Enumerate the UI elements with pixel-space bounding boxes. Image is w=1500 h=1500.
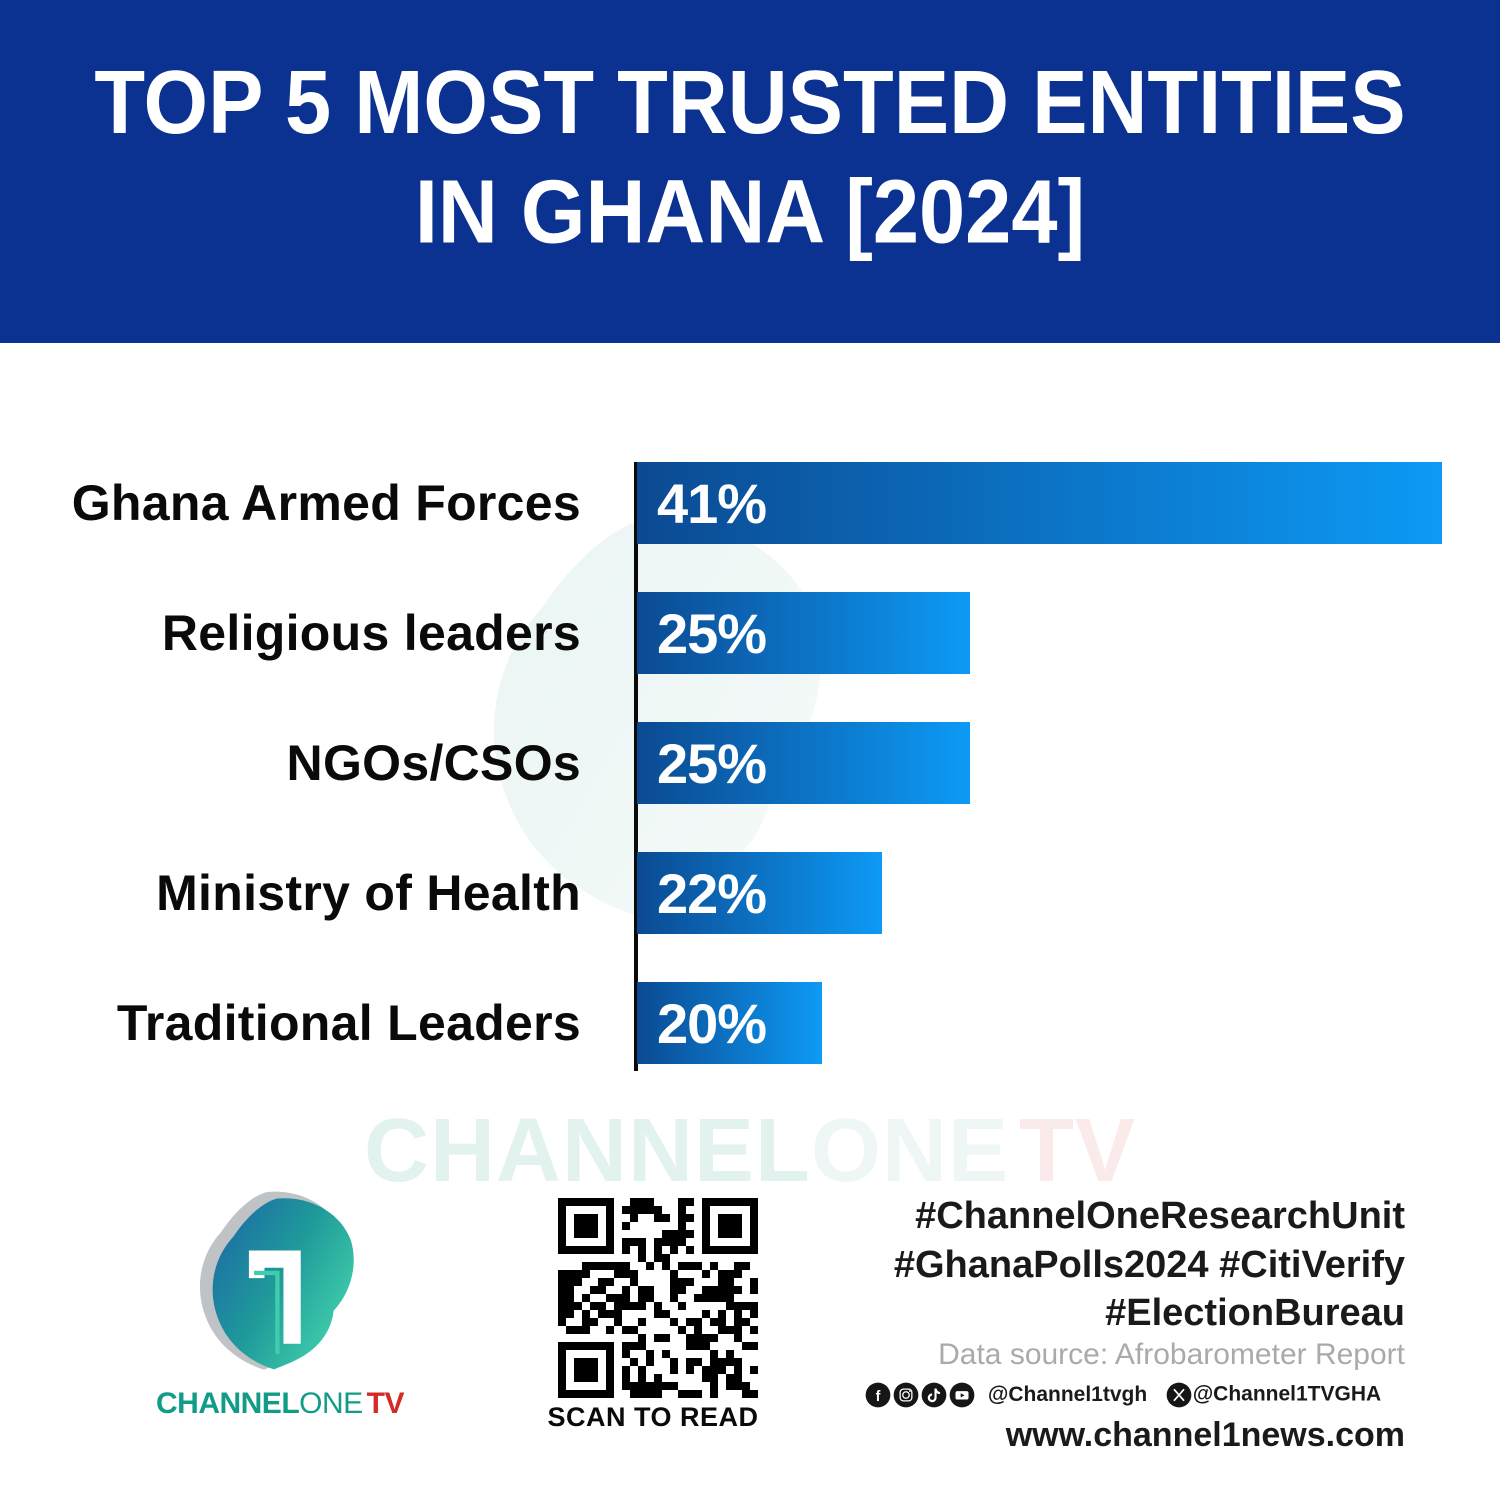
svg-text:f: f [876,1389,881,1405]
